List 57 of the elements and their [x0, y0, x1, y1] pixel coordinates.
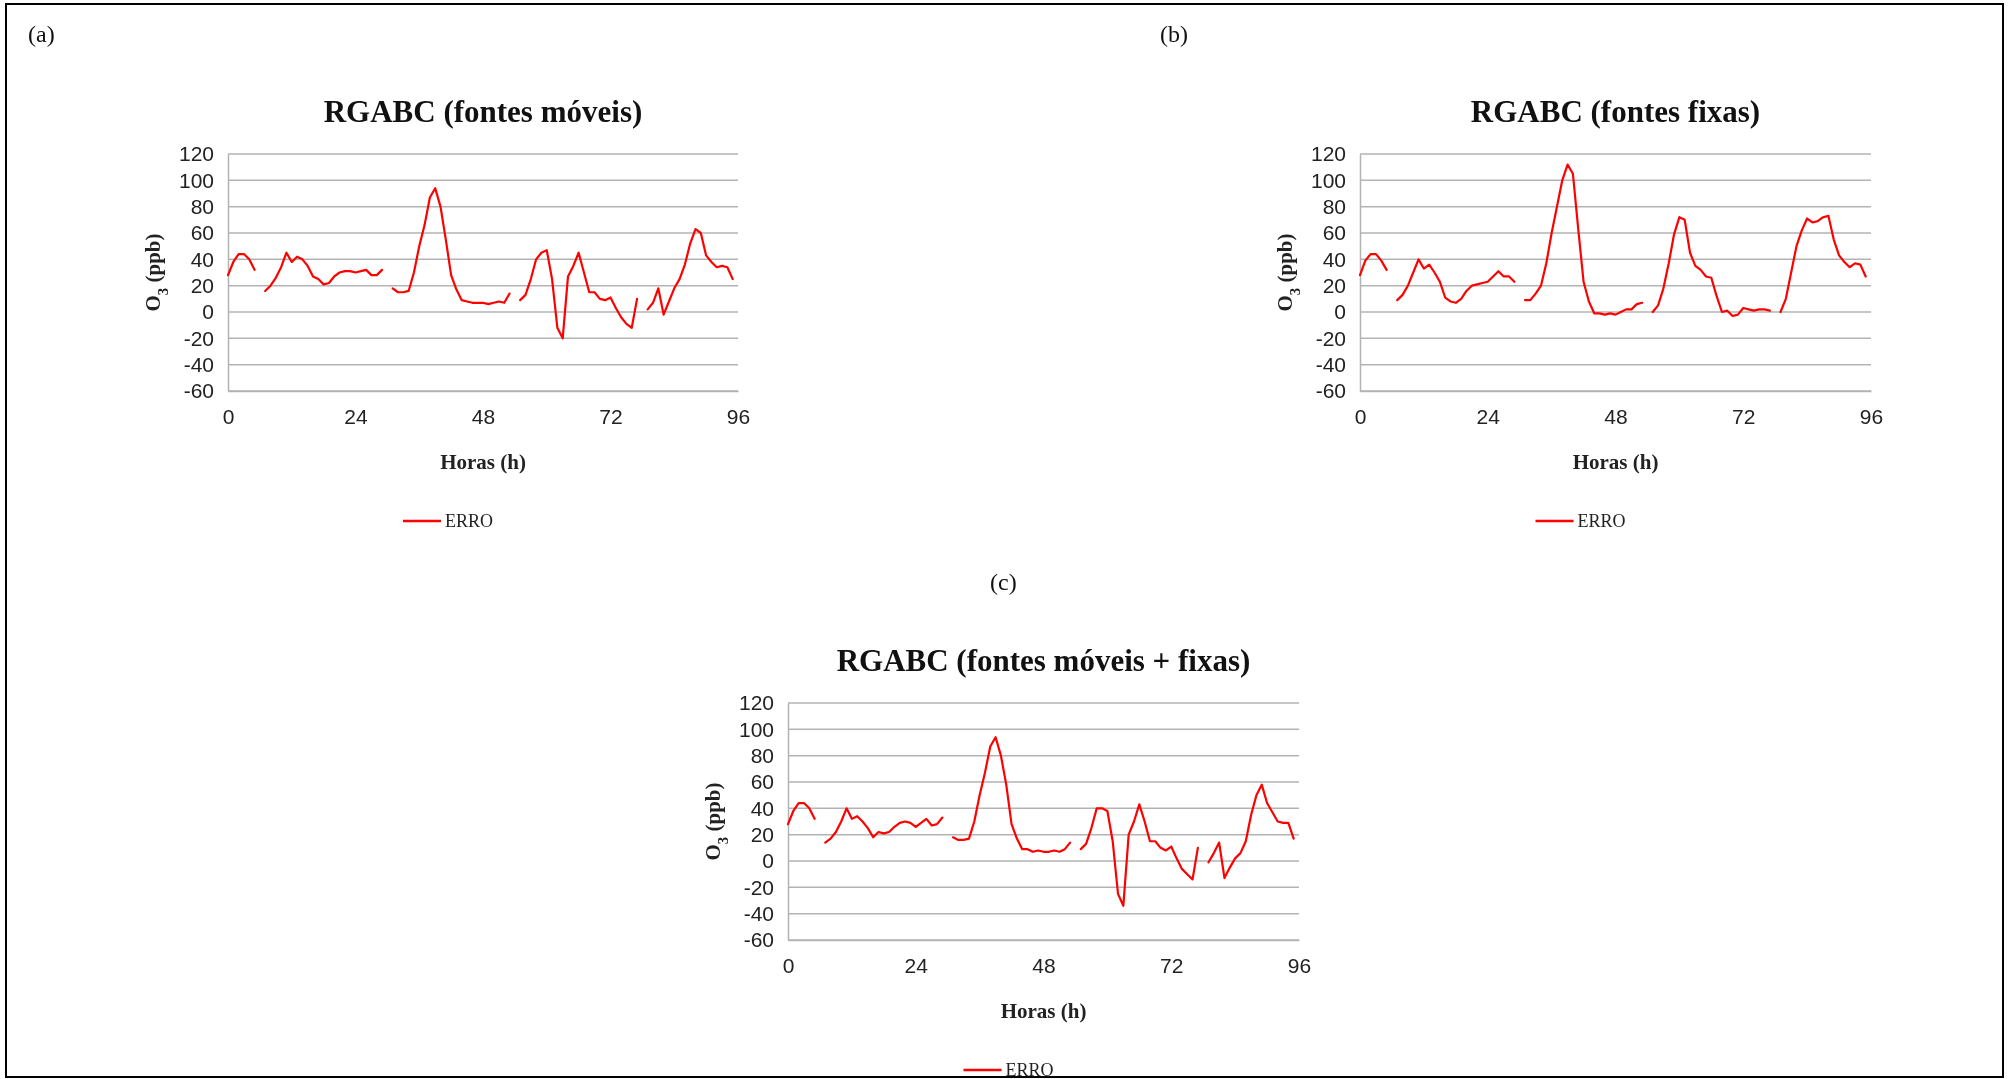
y-tick-label: 80: [190, 194, 214, 218]
y-tick-label: -40: [743, 901, 774, 925]
y-tick-label: -60: [183, 379, 214, 403]
y-tick-label: 60: [1322, 221, 1346, 245]
x-tick-label: 72: [1160, 953, 1184, 977]
y-tick-label: 0: [202, 300, 214, 324]
x-tick-label: 0: [782, 953, 795, 977]
text: (a): [28, 21, 55, 47]
y-tick-label: 40: [1322, 247, 1346, 271]
y-tick-label: -40: [1315, 352, 1346, 376]
x-axis-title: Horas (h): [440, 450, 526, 474]
y-tick-label: 120: [738, 691, 774, 715]
x-tick-label: 48: [1604, 404, 1628, 428]
legend-label: ERRO: [1005, 1060, 1054, 1079]
x-tick-label: 96: [1859, 404, 1884, 428]
y-tick-label: 20: [750, 822, 774, 846]
legend-label: ERRO: [1577, 511, 1626, 531]
x-tick-label: 96: [726, 404, 751, 428]
y-tick-label: 20: [190, 273, 214, 297]
y-tick-label: 100: [738, 717, 774, 741]
y-tick-label: -40: [183, 352, 214, 376]
y-tick-label: 100: [178, 168, 214, 192]
chart-title: RGABC (fontes móveis): [323, 94, 643, 129]
y-tick-label: 40: [750, 796, 774, 820]
y-tick-label: -60: [1315, 379, 1346, 403]
text: (b): [1160, 21, 1188, 47]
x-tick-label: 48: [1032, 953, 1056, 977]
x-tick-label: 24: [1476, 404, 1501, 428]
y-tick-label: -20: [1315, 326, 1346, 350]
y-tick-label: 60: [190, 221, 214, 245]
x-tick-label: 72: [1732, 404, 1756, 428]
x-tick-label: 0: [1354, 404, 1367, 428]
x-axis-title: Horas (h): [1000, 999, 1087, 1023]
x-axis-title: Horas (h): [1572, 450, 1659, 474]
y-tick-label: 0: [1334, 300, 1346, 324]
y-tick-label: -20: [183, 326, 214, 350]
chart-title: RGABC (fontes fixas): [1470, 94, 1761, 129]
y-tick-label: 120: [1310, 142, 1346, 166]
chart-title: RGABC (fontes móveis + fixas): [836, 643, 1251, 678]
y-tick-label: -20: [743, 875, 774, 899]
x-tick-label: 72: [599, 404, 623, 428]
y-tick-label: -60: [743, 928, 774, 952]
text: (c): [990, 569, 1017, 595]
x-tick-label: 24: [344, 404, 368, 428]
y-tick-label: 40: [190, 247, 214, 271]
y-tick-label: 100: [1310, 168, 1346, 192]
x-tick-label: 24: [904, 953, 929, 977]
y-tick-label: 20: [1322, 273, 1346, 297]
x-tick-label: 0: [222, 404, 235, 428]
y-tick-label: 80: [750, 743, 774, 767]
legend-label: ERRO: [445, 511, 494, 531]
y-tick-label: 0: [762, 849, 774, 873]
x-tick-label: 96: [1287, 953, 1312, 977]
y-tick-label: 80: [1322, 194, 1346, 218]
y-tick-label: 60: [750, 770, 774, 794]
x-tick-label: 48: [471, 404, 496, 428]
y-tick-label: 120: [178, 142, 214, 166]
